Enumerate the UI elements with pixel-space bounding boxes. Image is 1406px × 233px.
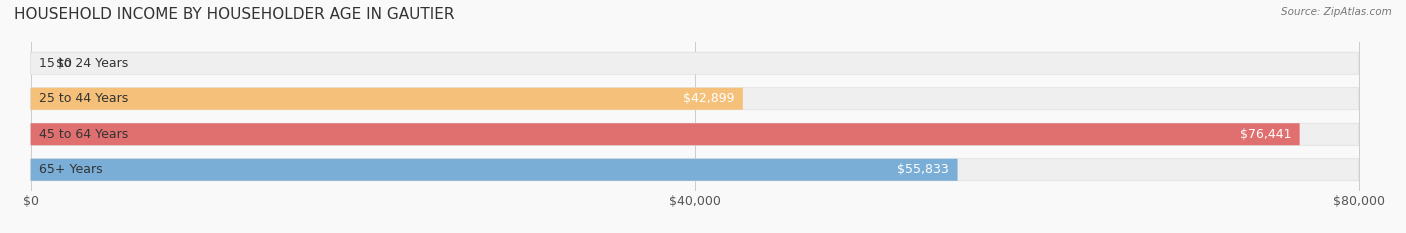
- Text: Source: ZipAtlas.com: Source: ZipAtlas.com: [1281, 7, 1392, 17]
- Text: HOUSEHOLD INCOME BY HOUSEHOLDER AGE IN GAUTIER: HOUSEHOLD INCOME BY HOUSEHOLDER AGE IN G…: [14, 7, 454, 22]
- FancyBboxPatch shape: [31, 88, 1358, 110]
- Text: 25 to 44 Years: 25 to 44 Years: [39, 92, 128, 105]
- Text: $0: $0: [56, 57, 72, 70]
- Text: $76,441: $76,441: [1240, 128, 1291, 141]
- FancyBboxPatch shape: [31, 159, 957, 181]
- FancyBboxPatch shape: [31, 88, 742, 110]
- Text: $42,899: $42,899: [683, 92, 734, 105]
- FancyBboxPatch shape: [31, 123, 1299, 145]
- FancyBboxPatch shape: [31, 52, 1358, 74]
- FancyBboxPatch shape: [31, 123, 1358, 145]
- Text: 65+ Years: 65+ Years: [39, 163, 103, 176]
- Text: 15 to 24 Years: 15 to 24 Years: [39, 57, 128, 70]
- FancyBboxPatch shape: [31, 159, 1358, 181]
- Text: $55,833: $55,833: [897, 163, 949, 176]
- Text: 45 to 64 Years: 45 to 64 Years: [39, 128, 128, 141]
